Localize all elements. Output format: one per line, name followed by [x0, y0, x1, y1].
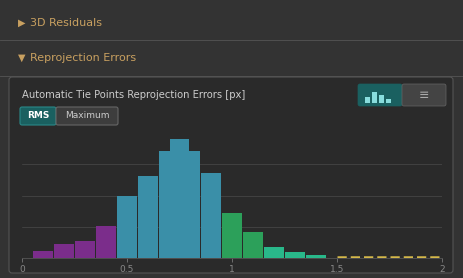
Text: 3D Residuals: 3D Residuals — [30, 18, 102, 28]
Bar — [222, 213, 242, 258]
Text: Reprojection Errors: Reprojection Errors — [30, 53, 136, 63]
Bar — [96, 225, 116, 258]
Bar — [54, 244, 74, 258]
Bar — [379, 95, 384, 103]
FancyBboxPatch shape — [56, 107, 118, 125]
FancyBboxPatch shape — [402, 84, 446, 106]
Text: Automatic Tie Points Reprojection Errors [px]: Automatic Tie Points Reprojection Errors… — [22, 90, 245, 100]
Text: RMS: RMS — [27, 111, 49, 120]
Bar — [365, 97, 370, 103]
Bar — [306, 255, 326, 258]
Bar — [33, 251, 53, 258]
Text: ▼: ▼ — [18, 53, 25, 63]
Bar — [117, 195, 137, 258]
Bar — [372, 92, 377, 103]
Bar — [180, 150, 200, 258]
Bar — [138, 175, 158, 258]
Text: ≡: ≡ — [419, 88, 429, 101]
Bar — [159, 150, 179, 258]
Bar — [170, 139, 189, 258]
Text: ▶: ▶ — [18, 18, 25, 28]
Bar — [264, 247, 284, 258]
Bar — [75, 240, 95, 258]
Text: Maximum: Maximum — [65, 111, 109, 120]
FancyBboxPatch shape — [9, 77, 453, 273]
FancyBboxPatch shape — [358, 84, 402, 106]
Bar — [285, 252, 305, 258]
Bar — [243, 232, 263, 258]
Bar — [386, 99, 391, 103]
FancyBboxPatch shape — [20, 107, 56, 125]
Bar — [201, 173, 221, 258]
